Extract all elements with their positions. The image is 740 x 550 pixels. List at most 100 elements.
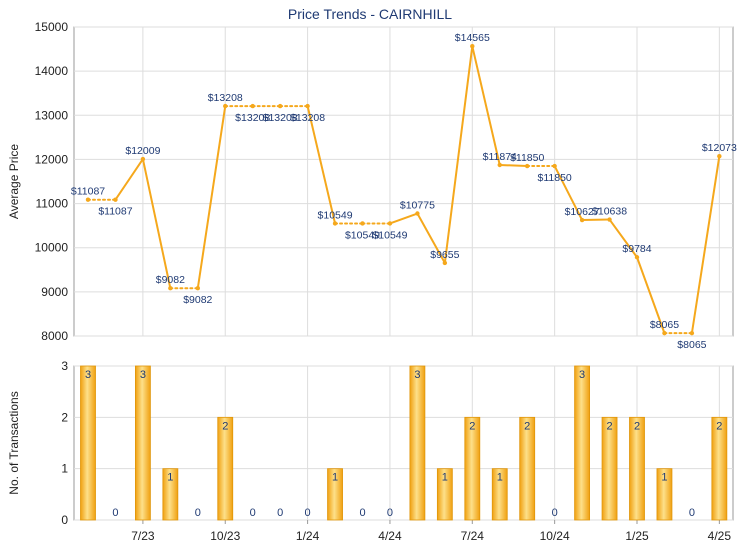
price-line-segment <box>443 45 474 264</box>
price-y-axis-label: Average Price <box>7 144 21 219</box>
price-data-label: $10627 <box>565 206 600 218</box>
price-line-segment <box>636 256 666 335</box>
price-line-segment <box>608 218 638 259</box>
price-data-label: $10775 <box>400 200 435 212</box>
price-point <box>387 221 393 226</box>
price-data-label: $13208 <box>235 112 270 124</box>
transaction-bar-label: 3 <box>414 369 420 381</box>
transaction-bar-label: 0 <box>195 507 201 519</box>
transaction-bar-label: 3 <box>579 369 585 381</box>
price-point <box>497 162 502 168</box>
price-y-tick-label: 8000 <box>41 329 68 343</box>
x-tick-label: 7/23 <box>131 529 155 543</box>
x-tick-label: 7/24 <box>461 529 485 543</box>
transaction-bar-label: 2 <box>469 420 475 432</box>
price-y-tick-label: 12000 <box>35 152 69 166</box>
transaction-bar-label: 0 <box>552 507 558 519</box>
x-tick-label: 4/25 <box>708 529 732 543</box>
price-data-label: $10638 <box>592 206 627 218</box>
transaction-bar-label: 0 <box>277 507 283 519</box>
transaction-bar <box>491 468 508 521</box>
price-data-label: $14565 <box>455 32 490 44</box>
transactions-plot: 0 1 2 3 7/23 10/23 1/24 4/24 7/24 10/24 1/25 4/25 No… <box>7 359 734 543</box>
price-point <box>634 255 640 260</box>
price-data-label: $8065 <box>650 319 679 331</box>
transaction-bar <box>656 468 673 521</box>
price-line-segment <box>498 163 529 168</box>
transaction-bar-label: 0 <box>359 507 365 519</box>
transaction-bar <box>80 365 96 521</box>
price-y-tick-label: 15000 <box>35 20 69 34</box>
price-data-label: $10549 <box>372 229 407 241</box>
chart-title: Price Trends - CAIRNHILL <box>287 6 453 22</box>
price-line-segment <box>416 212 446 264</box>
transaction-bar-label: 1 <box>442 472 448 484</box>
transactions-y-tick-label: 2 <box>61 410 68 424</box>
price-plot-area <box>73 26 734 337</box>
price-point <box>717 154 722 159</box>
transaction-bar-label: 0 <box>250 507 256 519</box>
price-data-label: $9784 <box>622 243 651 255</box>
price-data-label: $11874 <box>483 151 517 163</box>
price-plot: 8000 9000 10000 11000 12000 13000 14000 15000 Av… <box>7 20 737 351</box>
transaction-bar <box>327 468 343 521</box>
transaction-bar <box>519 416 536 521</box>
x-tick-label: 1/24 <box>296 529 320 543</box>
transaction-bar-label: 0 <box>305 507 311 519</box>
price-line-segment <box>196 105 227 290</box>
price-y-tick-label: 11000 <box>36 197 69 211</box>
price-point <box>579 217 585 223</box>
transactions-y-tick-label: 3 <box>61 359 68 373</box>
transaction-bar-label: 0 <box>112 507 118 519</box>
price-point <box>223 103 228 109</box>
price-point <box>689 330 695 336</box>
price-data-label: $9082 <box>183 294 212 306</box>
price-point <box>305 103 310 109</box>
price-line-segment <box>553 165 584 222</box>
price-data-label: $13208 <box>263 112 298 124</box>
price-point <box>250 103 255 109</box>
price-line-segment <box>471 45 501 166</box>
price-point <box>195 286 200 291</box>
transaction-bar <box>217 416 234 521</box>
price-point <box>525 163 530 169</box>
price-data-label: $12073 <box>702 142 737 154</box>
price-data-label: $13208 <box>208 92 243 104</box>
price-line-segment <box>114 158 144 201</box>
transaction-bar-label: 2 <box>716 420 722 432</box>
transaction-bar <box>162 468 179 521</box>
transactions-plot-area <box>73 365 734 521</box>
transactions-y-tick-label: 0 <box>61 513 68 527</box>
price-point <box>168 286 173 291</box>
price-line-segment <box>388 212 419 225</box>
transactions-y-tick-label: 1 <box>61 462 68 476</box>
price-y-tick-label: 14000 <box>35 64 69 78</box>
price-data-label: $12009 <box>125 145 160 157</box>
transaction-bar-label: 2 <box>606 420 612 432</box>
price-line-segment <box>306 105 337 225</box>
transaction-bar-label: 3 <box>140 369 146 381</box>
transaction-bar-label: 2 <box>222 420 228 432</box>
price-data-label: $13208 <box>290 112 325 124</box>
transaction-bar <box>409 365 426 521</box>
price-data-label: $8065 <box>677 339 706 351</box>
price-point <box>140 156 146 162</box>
x-tick-label: 10/23 <box>210 529 240 543</box>
price-point <box>85 197 91 202</box>
transaction-bar <box>464 416 481 521</box>
transaction-bar-label: 1 <box>332 472 338 484</box>
transaction-bar <box>436 468 453 521</box>
transaction-bar <box>601 416 618 521</box>
price-point <box>332 221 338 226</box>
price-point <box>113 197 118 202</box>
transaction-bar-label: 2 <box>524 420 530 432</box>
price-y-tick-label: 9000 <box>41 285 68 299</box>
price-y-tick-label: 10000 <box>35 241 69 255</box>
x-tick-label: 10/24 <box>540 529 570 543</box>
price-data-label: $10549 <box>318 209 353 221</box>
transaction-bar <box>134 365 151 521</box>
price-data-label: $9655 <box>430 249 459 261</box>
price-y-tick-label: 13000 <box>35 108 69 122</box>
transaction-bar-label: 1 <box>661 472 667 484</box>
transaction-bar-label: 1 <box>167 472 173 484</box>
